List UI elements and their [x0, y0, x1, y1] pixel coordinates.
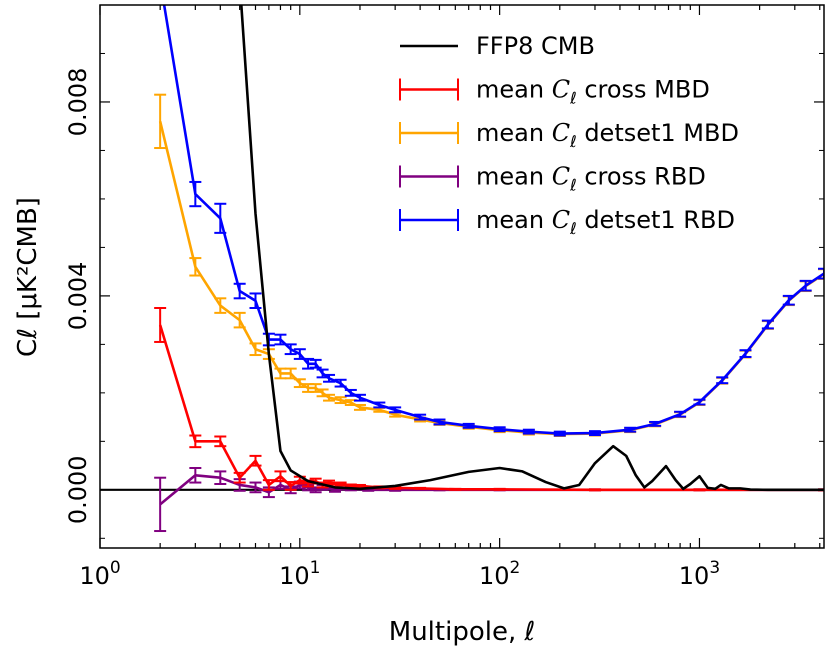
error-bar	[624, 426, 637, 433]
error-bar	[214, 435, 227, 448]
error-bar	[739, 349, 752, 358]
legend-label: mean Cℓ detset1 MBD	[476, 119, 739, 151]
error-bar	[189, 467, 202, 484]
error-bar	[189, 180, 202, 208]
legend-entry-2: mean Cℓ detset1 MBD	[399, 119, 739, 151]
error-bar	[334, 481, 347, 487]
error-bar	[274, 367, 287, 380]
error-bar	[588, 488, 601, 492]
x-tick-label: 103	[679, 558, 720, 590]
error-bar	[553, 430, 566, 437]
y-tick-label: 0.004	[64, 262, 92, 331]
legend-label: mean Cℓ cross MBD	[476, 76, 710, 108]
error-bar	[414, 413, 427, 421]
x-tick-label: 101	[279, 558, 320, 590]
x-axis-title: Multipole, ℓ	[389, 617, 535, 647]
error-bar	[154, 93, 167, 150]
error-bar	[334, 378, 347, 388]
series-4	[162, 5, 824, 437]
error-bar	[761, 319, 774, 330]
error-bar	[189, 257, 202, 277]
error-bar	[373, 401, 386, 409]
legend-label: mean Cℓ cross RBD	[476, 163, 706, 195]
error-bar	[493, 487, 506, 491]
error-bar	[284, 343, 297, 356]
error-bar	[214, 297, 227, 314]
error-bar	[323, 373, 336, 383]
legend-label: FFP8 CMB	[476, 32, 595, 60]
error-bar	[214, 202, 227, 234]
plot-frame	[99, 4, 825, 549]
error-bar	[284, 481, 297, 491]
error-bar	[233, 282, 246, 300]
error-bar	[493, 426, 506, 433]
error-bar	[353, 483, 366, 488]
error-bar	[353, 403, 366, 411]
error-bar	[233, 471, 246, 484]
error-bar	[462, 422, 475, 429]
error-bar	[693, 488, 706, 492]
error-bar	[522, 428, 535, 435]
series-line	[240, 5, 824, 492]
error-bar	[233, 311, 246, 329]
error-bar	[353, 393, 366, 402]
error-bar	[716, 376, 729, 385]
legend-entry-1: mean Cℓ cross MBD	[399, 76, 710, 108]
error-bar	[323, 393, 336, 402]
error-bar	[334, 396, 347, 405]
legend-entry-4: mean Cℓ detset1 RBD	[399, 206, 735, 238]
error-bar	[262, 479, 275, 491]
error-bar	[249, 481, 262, 494]
error-bar	[309, 358, 322, 369]
x-tick-label: 100	[79, 558, 120, 590]
series-layer	[100, 5, 824, 533]
error-bar	[818, 267, 824, 280]
error-bar	[414, 486, 427, 490]
error-bar	[782, 294, 795, 306]
legend-entry-3: mean Cℓ cross RBD	[399, 163, 706, 195]
error-bar	[316, 368, 329, 379]
x-tick-label: 102	[479, 558, 520, 590]
error-bar	[433, 418, 446, 426]
legend-entry-0: FFP8 CMB	[400, 32, 595, 60]
error-bar	[649, 420, 662, 427]
error-bar	[214, 470, 227, 486]
y-tick-label: 0.008	[64, 68, 92, 137]
error-bar	[674, 410, 687, 418]
series-1	[154, 307, 824, 492]
error-bar	[274, 470, 287, 483]
legend: FFP8 CMB mean Cℓ cross MBD mean Cℓ detset1…	[399, 32, 739, 238]
error-bar	[249, 454, 262, 467]
error-bar	[274, 333, 287, 346]
error-bar	[389, 406, 402, 414]
axis-layer: 100 101 102 103 0.000 0.004 0.008	[64, 5, 824, 590]
y-axis-title: Cℓ [μK²CMB]	[13, 197, 43, 357]
error-bar	[588, 430, 601, 437]
error-bar	[154, 307, 167, 343]
error-bar	[316, 388, 329, 398]
error-bar	[693, 398, 706, 406]
error-bar	[154, 476, 167, 533]
error-bar	[293, 378, 306, 389]
legend-label: mean Cℓ detset1 RBD	[476, 206, 735, 238]
y-tick-label: 0.000	[64, 455, 92, 524]
series-0	[240, 5, 824, 492]
error-bar	[309, 383, 322, 393]
error-bar	[249, 292, 262, 310]
error-bar	[449, 487, 462, 491]
error-bar	[189, 434, 202, 449]
error-bar	[799, 279, 812, 292]
error-bar	[249, 342, 262, 357]
series-3	[154, 467, 824, 533]
